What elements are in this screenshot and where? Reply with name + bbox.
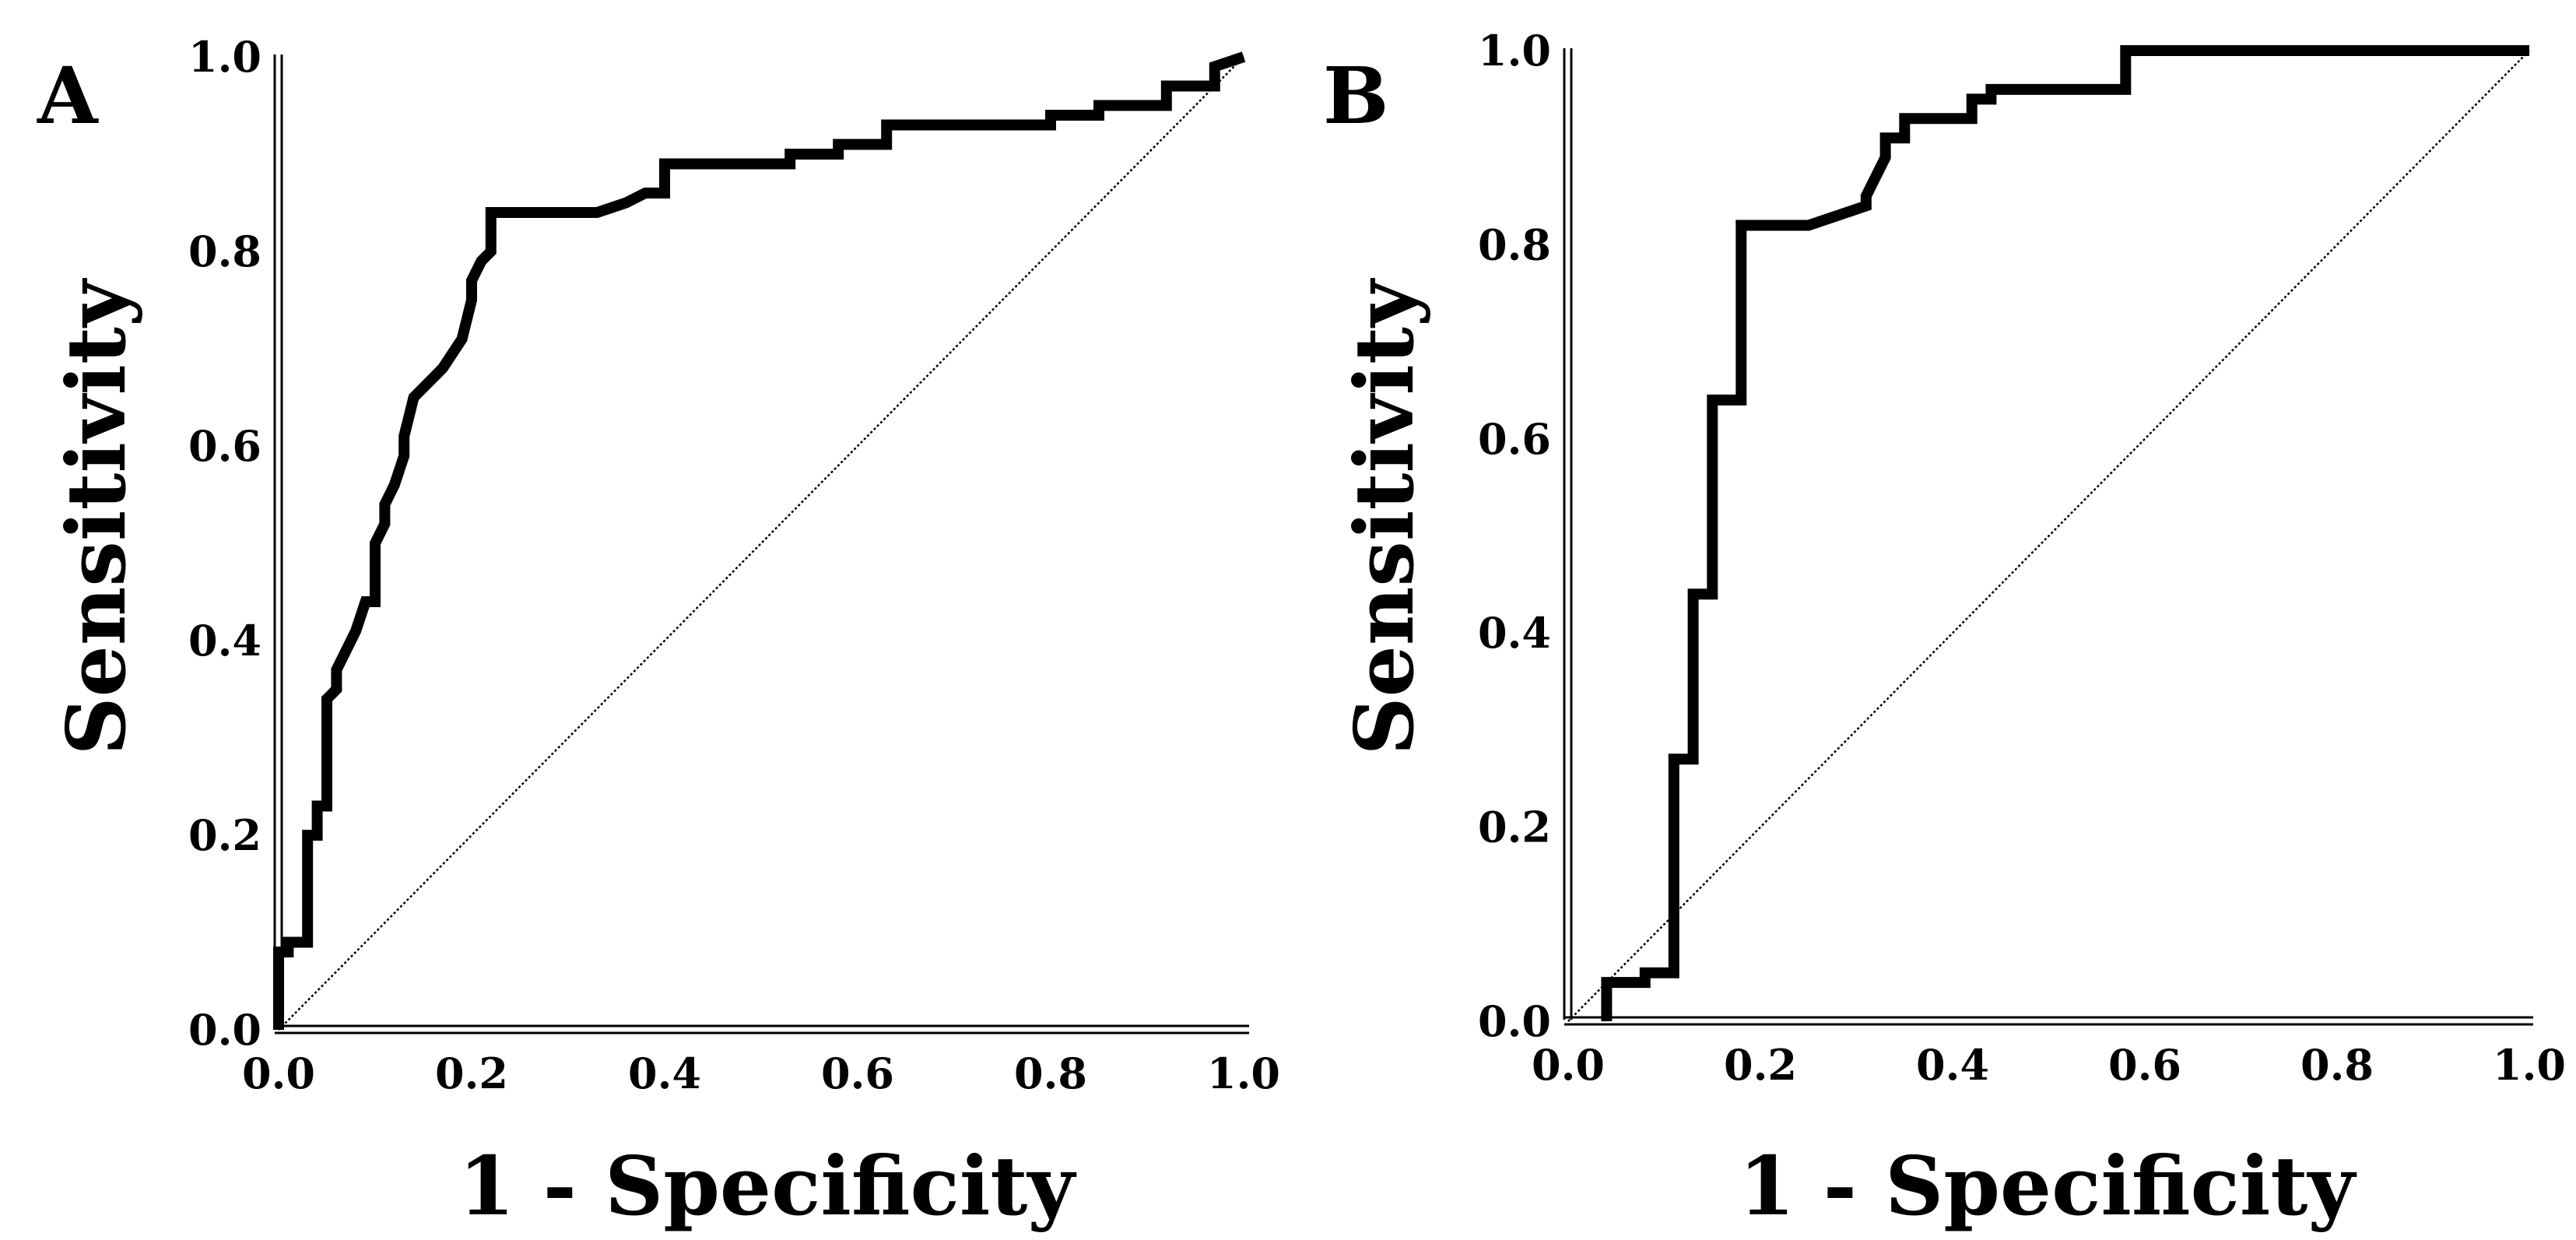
panel-a-x-tick-label: 0.8 bbox=[1014, 1049, 1087, 1098]
panel-b-x-axis-title: 1 - Specificity bbox=[1739, 1138, 2357, 1234]
panel-a-y-axis-title: Sensitivity bbox=[48, 278, 144, 755]
panel-a-label: A bbox=[37, 50, 99, 142]
panel-b-y-tick-label: 0.8 bbox=[1478, 220, 1551, 269]
panel-b-y-tick-label: 0.6 bbox=[1478, 414, 1551, 464]
panel-b-y-tick-label: 0.2 bbox=[1478, 803, 1551, 852]
panel-b-x-tick-label: 0.4 bbox=[1916, 1040, 1989, 1090]
panel-b-x-tick-label: 0.6 bbox=[2108, 1040, 2181, 1090]
panel-b-y-axis-title: Sensitivity bbox=[1336, 278, 1432, 755]
panel-b-roc-curve bbox=[1601, 45, 2529, 1021]
panel-b: B 0.00.20.40.60.81.0 0.0 0.2 0.4 0.6 0.8 1.0 … bbox=[1323, 26, 2566, 1234]
panel-a-y-tick-label: 0.2 bbox=[188, 810, 261, 860]
panel-b-x-tick-label: 0.2 bbox=[1724, 1040, 1797, 1090]
panel-a-reference-line bbox=[278, 56, 1244, 1031]
panel-a-x-tick-label: 0.0 bbox=[242, 1049, 315, 1098]
panel-b-x-tick-label: 0.8 bbox=[2301, 1040, 2374, 1090]
panel-a-x-tick-label: 1.0 bbox=[1207, 1049, 1280, 1098]
panel-a-y-tick-label: 1.0 bbox=[188, 32, 261, 82]
panel-a-y-tick-label: 0.6 bbox=[188, 421, 261, 471]
panel-b-x-tick-label: 0.0 bbox=[1532, 1040, 1605, 1090]
panel-a-y-tick-label: 0.0 bbox=[188, 1005, 261, 1055]
panel-a-roc-curve bbox=[273, 51, 1246, 1030]
panel-b-y-tick-label: 1.0 bbox=[1478, 26, 1551, 76]
panel-a-x-tick-label: 0.6 bbox=[821, 1049, 894, 1098]
panel-b-y-tick-label: 0.4 bbox=[1478, 608, 1551, 658]
panel-a-y-tick-label: 0.4 bbox=[188, 616, 261, 666]
panel-a-x-tick-label: 0.4 bbox=[628, 1049, 701, 1098]
panel-b-reference-line bbox=[1567, 50, 2530, 1022]
panel-b-label: B bbox=[1323, 50, 1389, 142]
panel-b-y-tick-label: 0.0 bbox=[1478, 996, 1551, 1046]
panel-a-x-tick-label: 0.2 bbox=[435, 1049, 508, 1098]
panel-a-y-tick-label: 0.8 bbox=[188, 227, 261, 276]
panel-a: A 0.00.20.40.60.81.0 0.0 0.2 0.4 0.6 0.8 1.0 … bbox=[37, 32, 1280, 1234]
panel-b-x-tick-label: 1.0 bbox=[2493, 1040, 2566, 1090]
panel-a-x-axis-title: 1 - Specificity bbox=[458, 1138, 1076, 1234]
